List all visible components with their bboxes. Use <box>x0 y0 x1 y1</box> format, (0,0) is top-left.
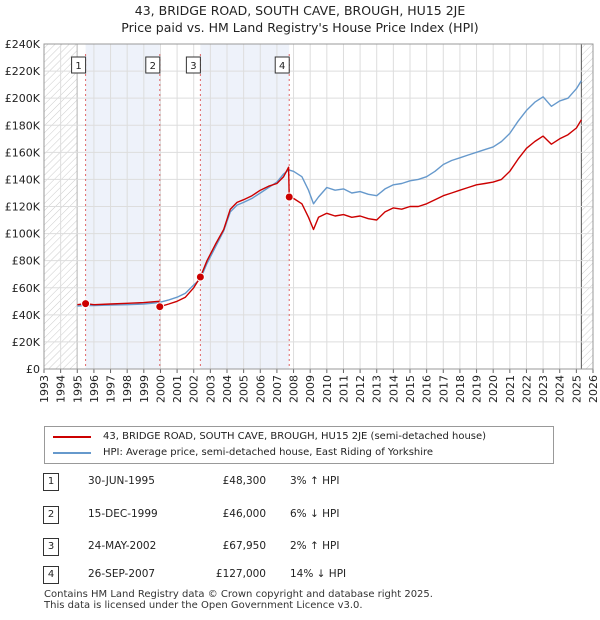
y-tick-label: £160K <box>5 146 41 159</box>
sale-date: 24-MAY-2002 <box>88 540 157 552</box>
x-tick-label: 2010 <box>321 375 334 403</box>
x-tick-label: 2008 <box>288 375 301 403</box>
x-tick-label: 2019 <box>471 375 484 403</box>
y-tick-label: £200K <box>5 92 41 105</box>
sale-hpi-diff: 6% ↓ HPI <box>290 508 340 520</box>
sale-number: 2 <box>43 506 59 524</box>
x-tick-label: 2022 <box>520 375 533 403</box>
x-tick-label: 2026 <box>587 375 600 403</box>
sale-label-box <box>185 56 201 74</box>
sale-point <box>81 299 91 309</box>
sale-label-box <box>145 56 161 74</box>
y-tick-label: £80K <box>12 255 41 268</box>
x-tick-label: 2018 <box>454 375 467 403</box>
plot-border <box>43 43 594 370</box>
chart-title: 43, BRIDGE ROAD, SOUTH CAVE, BROUGH, HU1… <box>0 2 600 36</box>
sale-price: £127,000 <box>215 568 266 580</box>
x-tick-label: 2009 <box>304 375 317 403</box>
x-tick-label: 2006 <box>254 375 267 403</box>
x-tick-label: 2012 <box>354 375 367 403</box>
sale-label-number: 3 <box>190 61 196 72</box>
y-tick-label: £220K <box>5 65 41 78</box>
sale-hpi-diff: 2% ↑ HPI <box>290 540 340 552</box>
sale-label-box <box>274 56 290 74</box>
sale-date: 26-SEP-2007 <box>88 568 156 580</box>
x-tick-label: 2025 <box>570 375 583 403</box>
sale-label-number: 1 <box>75 61 81 72</box>
sale-number: 3 <box>43 538 59 556</box>
footer-line-1: Contains HM Land Registry data © Crown c… <box>44 589 433 600</box>
legend-label-property: 43, BRIDGE ROAD, SOUTH CAVE, BROUGH, HU1… <box>103 431 487 442</box>
x-tick-label: 2024 <box>554 375 567 403</box>
sale-point <box>155 302 165 312</box>
sale-point <box>284 192 294 202</box>
x-tick-label: 2017 <box>437 375 450 403</box>
sale-row: 1 30-JUN-1995 £48,300 3% ↑ HPI <box>0 473 600 493</box>
x-tick-label: 2023 <box>537 375 550 403</box>
x-tick-label: 2000 <box>154 375 167 403</box>
footer: Contains HM Land Registry data © Crown c… <box>44 589 433 611</box>
property-price-line <box>77 119 582 308</box>
y-tick-label: £120K <box>5 201 41 214</box>
x-tick-label: 1993 <box>38 375 51 403</box>
sale-price: £67,950 <box>222 540 266 552</box>
title-line-2: Price paid vs. HM Land Registry's House … <box>121 20 479 35</box>
x-tick-label: 2011 <box>337 375 350 403</box>
y-tick-label: £180K <box>5 119 41 132</box>
x-tick-label: 2001 <box>171 375 184 403</box>
x-tick-label: 2007 <box>271 375 284 403</box>
x-tick-label: 2016 <box>421 375 434 403</box>
x-tick-label: 2013 <box>371 375 384 403</box>
sale-point <box>195 272 205 282</box>
x-tick-label: 1998 <box>121 375 134 403</box>
legend-swatch-hpi <box>53 452 91 454</box>
x-tick-label: 2005 <box>238 375 251 403</box>
y-tick-label: £0 <box>26 363 40 376</box>
sale-date: 30-JUN-1995 <box>88 475 155 487</box>
y-tick-label: £60K <box>12 282 41 295</box>
hpi-line <box>77 80 582 307</box>
legend-label-hpi: HPI: Average price, semi-detached house,… <box>103 447 434 458</box>
sale-label-box <box>71 56 87 74</box>
sale-label-number: 2 <box>150 61 156 72</box>
y-tick-label: £20K <box>12 336 41 349</box>
y-tick-label: £140K <box>5 173 41 186</box>
sale-label-number: 4 <box>279 61 285 72</box>
footer-line-2: This data is licensed under the Open Gov… <box>44 600 363 611</box>
legend: 43, BRIDGE ROAD, SOUTH CAVE, BROUGH, HU1… <box>44 426 554 464</box>
sale-row: 2 15-DEC-1999 £46,000 6% ↓ HPI <box>0 506 600 526</box>
x-tick-label: 2003 <box>204 375 217 403</box>
y-tick-label: £240K <box>5 38 41 51</box>
x-tick-label: 1997 <box>105 375 118 403</box>
legend-swatch-property <box>53 436 91 438</box>
price-chart: £0 £20K £40K £60K £80K £100K £120K £140K £160K £1… <box>5 38 600 403</box>
x-tick-label: 2020 <box>487 375 500 403</box>
x-tick-label: 2002 <box>188 375 201 403</box>
sale-row: 3 24-MAY-2002 £67,950 2% ↑ HPI <box>0 538 600 558</box>
sale-price: £48,300 <box>222 475 266 487</box>
title-line-1: 43, BRIDGE ROAD, SOUTH CAVE, BROUGH, HU1… <box>134 3 466 18</box>
x-tick-label: 1996 <box>88 375 101 403</box>
x-tick-label: 1999 <box>138 375 151 403</box>
x-tick-label: 2021 <box>504 375 517 403</box>
x-tick-label: 2014 <box>387 375 400 403</box>
x-tick-label: 1994 <box>55 375 68 403</box>
sale-date: 15-DEC-1999 <box>88 508 158 520</box>
sale-price: £46,000 <box>222 508 266 520</box>
y-tick-label: £100K <box>5 228 41 241</box>
sale-hpi-diff: 3% ↑ HPI <box>290 475 340 487</box>
x-tick-label: 2004 <box>221 375 234 403</box>
sale-number: 4 <box>43 566 59 584</box>
x-tick-label: 1995 <box>71 375 84 403</box>
sale-hpi-diff: 14% ↓ HPI <box>290 568 347 580</box>
sale-row: 4 26-SEP-2007 £127,000 14% ↓ HPI <box>0 566 600 586</box>
y-tick-label: £40K <box>12 309 41 322</box>
x-tick-label: 2015 <box>404 375 417 403</box>
sale-number: 1 <box>43 473 59 491</box>
